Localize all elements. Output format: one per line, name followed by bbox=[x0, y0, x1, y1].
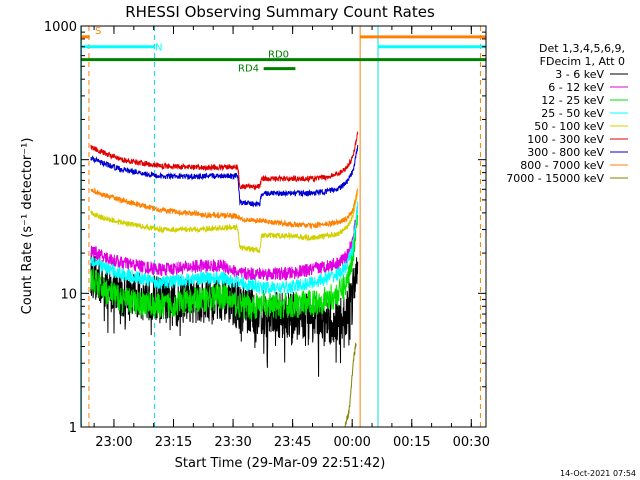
flag-label-rd0: RD0 bbox=[268, 50, 289, 61]
legend-label-0: 3 - 6 keV bbox=[555, 68, 604, 81]
legend-label-8: 7000 - 15000 keV bbox=[506, 172, 604, 185]
series-line-5 bbox=[90, 130, 359, 191]
y-tick-label-2: 100 bbox=[52, 154, 77, 169]
timestamp: 14-Oct-2021 07:54 bbox=[560, 469, 636, 478]
x-tick-label-2: 23:30 bbox=[214, 435, 251, 450]
x-axis-label: Start Time (29-Mar-09 22:51:42) bbox=[175, 456, 386, 471]
legend-label-7: 800 - 7000 keV bbox=[520, 159, 604, 172]
legend-label-2: 12 - 25 keV bbox=[541, 94, 604, 107]
x-tick-label-3: 23:45 bbox=[274, 435, 311, 450]
flag-label-s: S bbox=[95, 26, 101, 37]
legend: Det 1,3,4,5,6,9,FDecim 1, Att 03 - 6 keV… bbox=[506, 42, 628, 185]
series-line-1 bbox=[90, 206, 359, 281]
series-line-7 bbox=[90, 187, 359, 230]
series-line-8 bbox=[344, 342, 357, 428]
plot-frame bbox=[80, 25, 487, 428]
legend-header-line-2: FDecim 1, Att 0 bbox=[540, 55, 625, 68]
y-tick-label-3: 1000 bbox=[44, 20, 77, 35]
legend-label-3: 25 - 50 keV bbox=[541, 107, 604, 120]
y-axis-label: Count Rate (s⁻¹ detector⁻¹) bbox=[20, 138, 35, 315]
legend-label-1: 6 - 12 keV bbox=[548, 81, 604, 94]
series-line-6 bbox=[90, 144, 359, 208]
legend-label-4: 50 - 100 keV bbox=[534, 120, 604, 133]
series-line-3 bbox=[90, 201, 359, 295]
series-line-2 bbox=[90, 210, 359, 320]
legend-header-line-1: Det 1,3,4,5,6,9, bbox=[539, 42, 625, 55]
x-tick-label-0: 23:00 bbox=[95, 435, 132, 450]
series-line-4 bbox=[90, 190, 359, 254]
y-tick-label-1: 10 bbox=[60, 287, 77, 302]
y-tick-label-0: 1 bbox=[69, 421, 77, 436]
x-tick-label-1: 23:15 bbox=[155, 435, 192, 450]
legend-label-5: 100 - 300 keV bbox=[527, 133, 604, 146]
x-tick-label-6: 00:30 bbox=[453, 435, 490, 450]
chart-title: RHESSI Observing Summary Count Rates bbox=[125, 3, 435, 21]
flag-label-n: N bbox=[155, 43, 162, 54]
plot-area: S N RD0 RD4 bbox=[80, 26, 486, 428]
flag-label-rd4: RD4 bbox=[238, 64, 259, 75]
x-tick-label-5: 00:15 bbox=[393, 435, 430, 450]
legend-label-6: 300 - 800 keV bbox=[527, 146, 604, 159]
x-tick-label-4: 00:00 bbox=[333, 435, 370, 450]
